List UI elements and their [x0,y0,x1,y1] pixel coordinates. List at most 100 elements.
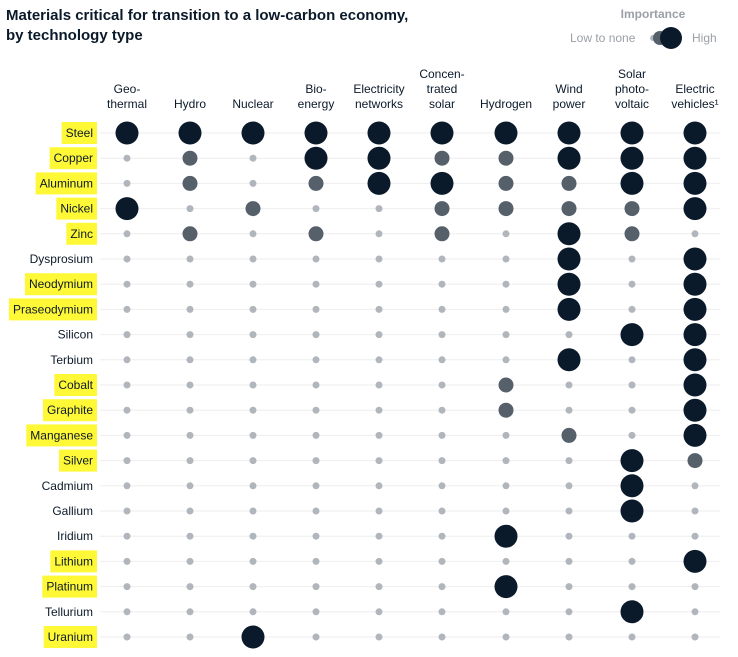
dot [186,583,194,591]
dot [498,175,514,191]
row-label-highlight [26,424,97,447]
dot [434,226,450,242]
dot [186,205,194,213]
dot [249,255,257,263]
row-label-highlight [24,273,97,296]
dot [565,507,573,515]
legend-low-label: Low to none [570,31,636,45]
dot [691,608,699,616]
dot [565,557,573,565]
column-header: Hydrogen [480,97,532,111]
dot [304,146,328,170]
dot [312,482,320,490]
dot [565,406,573,414]
column-header: Geo-thermal [107,82,147,111]
row-label: Silicon [58,328,93,342]
dot [683,348,707,372]
column-header: Hydro [174,97,206,111]
dot [628,280,636,288]
dot [438,507,446,515]
dot [186,305,194,313]
dot [123,457,131,465]
dot [498,402,514,418]
dot [375,431,383,439]
dot [691,633,699,641]
chart-title-line-2: by technology type [6,27,143,44]
row-label: Iridium [57,529,93,543]
dot [620,474,644,498]
dot [186,331,194,339]
column-header: Solar photo-voltaic [615,67,649,111]
dot [241,121,265,145]
dot [186,356,194,364]
legend-dot-high [660,27,682,49]
dot [557,121,581,145]
dot [628,633,636,641]
row-label-highlight [66,222,97,245]
dot [691,507,699,515]
chart-title: Materials critical for transition to a l… [6,6,446,46]
dot [249,457,257,465]
dot [683,146,707,170]
row-label-highlight [49,147,97,170]
dot [502,507,510,515]
dot [557,247,581,271]
row-gridlines [100,132,720,638]
dot [434,201,450,217]
dot [249,230,257,238]
dot [628,381,636,389]
dot [249,583,257,591]
column-header: Electric vehicles¹ [671,82,718,111]
dot [182,175,198,191]
dot [438,356,446,364]
row-label-highlight [43,626,97,648]
dot [687,453,703,469]
column-header: Electricity networks [353,82,404,111]
dot [312,431,320,439]
dot [375,230,383,238]
dot [565,608,573,616]
dot [123,280,131,288]
dot [375,280,383,288]
dot [438,381,446,389]
row-label: Manganese [30,428,93,442]
dot [312,633,320,641]
dot [498,150,514,166]
dot [620,449,644,473]
dot [123,230,131,238]
row-label-highlight [42,399,97,422]
dot [628,255,636,263]
dot [123,608,131,616]
dot [438,482,446,490]
dot [375,205,383,213]
dot [438,280,446,288]
dot [308,226,324,242]
dot [565,381,573,389]
dot [691,482,699,490]
dot [249,280,257,288]
dot [186,381,194,389]
row-label: Terbium [50,353,93,367]
dot [375,381,383,389]
dot [123,356,131,364]
dot [628,532,636,540]
dot [182,150,198,166]
dot [683,247,707,271]
dot [123,406,131,414]
dot [620,499,644,523]
dot [502,457,510,465]
dot [628,557,636,565]
dot [367,121,391,145]
dot [249,381,257,389]
dot [502,230,510,238]
dot [312,356,320,364]
row-label: Cadmium [42,479,93,493]
dot [557,222,581,246]
dot [186,608,194,616]
dot [628,406,636,414]
dot [312,608,320,616]
dot [249,154,257,162]
dot [375,557,383,565]
row-label: Gallium [52,504,93,518]
dot [438,331,446,339]
